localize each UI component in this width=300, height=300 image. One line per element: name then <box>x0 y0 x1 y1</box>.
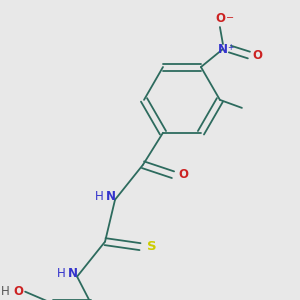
Text: N: N <box>106 190 116 203</box>
Text: O: O <box>13 285 23 298</box>
Text: H: H <box>57 267 65 280</box>
Text: O: O <box>215 12 225 25</box>
Text: O: O <box>178 168 188 181</box>
Text: +: + <box>227 43 233 52</box>
Text: H: H <box>1 285 10 298</box>
Text: N: N <box>218 43 228 56</box>
Text: O: O <box>252 49 262 62</box>
Text: H: H <box>95 190 103 203</box>
Text: N: N <box>68 267 78 280</box>
Text: −: − <box>226 13 234 23</box>
Text: S: S <box>147 240 157 253</box>
